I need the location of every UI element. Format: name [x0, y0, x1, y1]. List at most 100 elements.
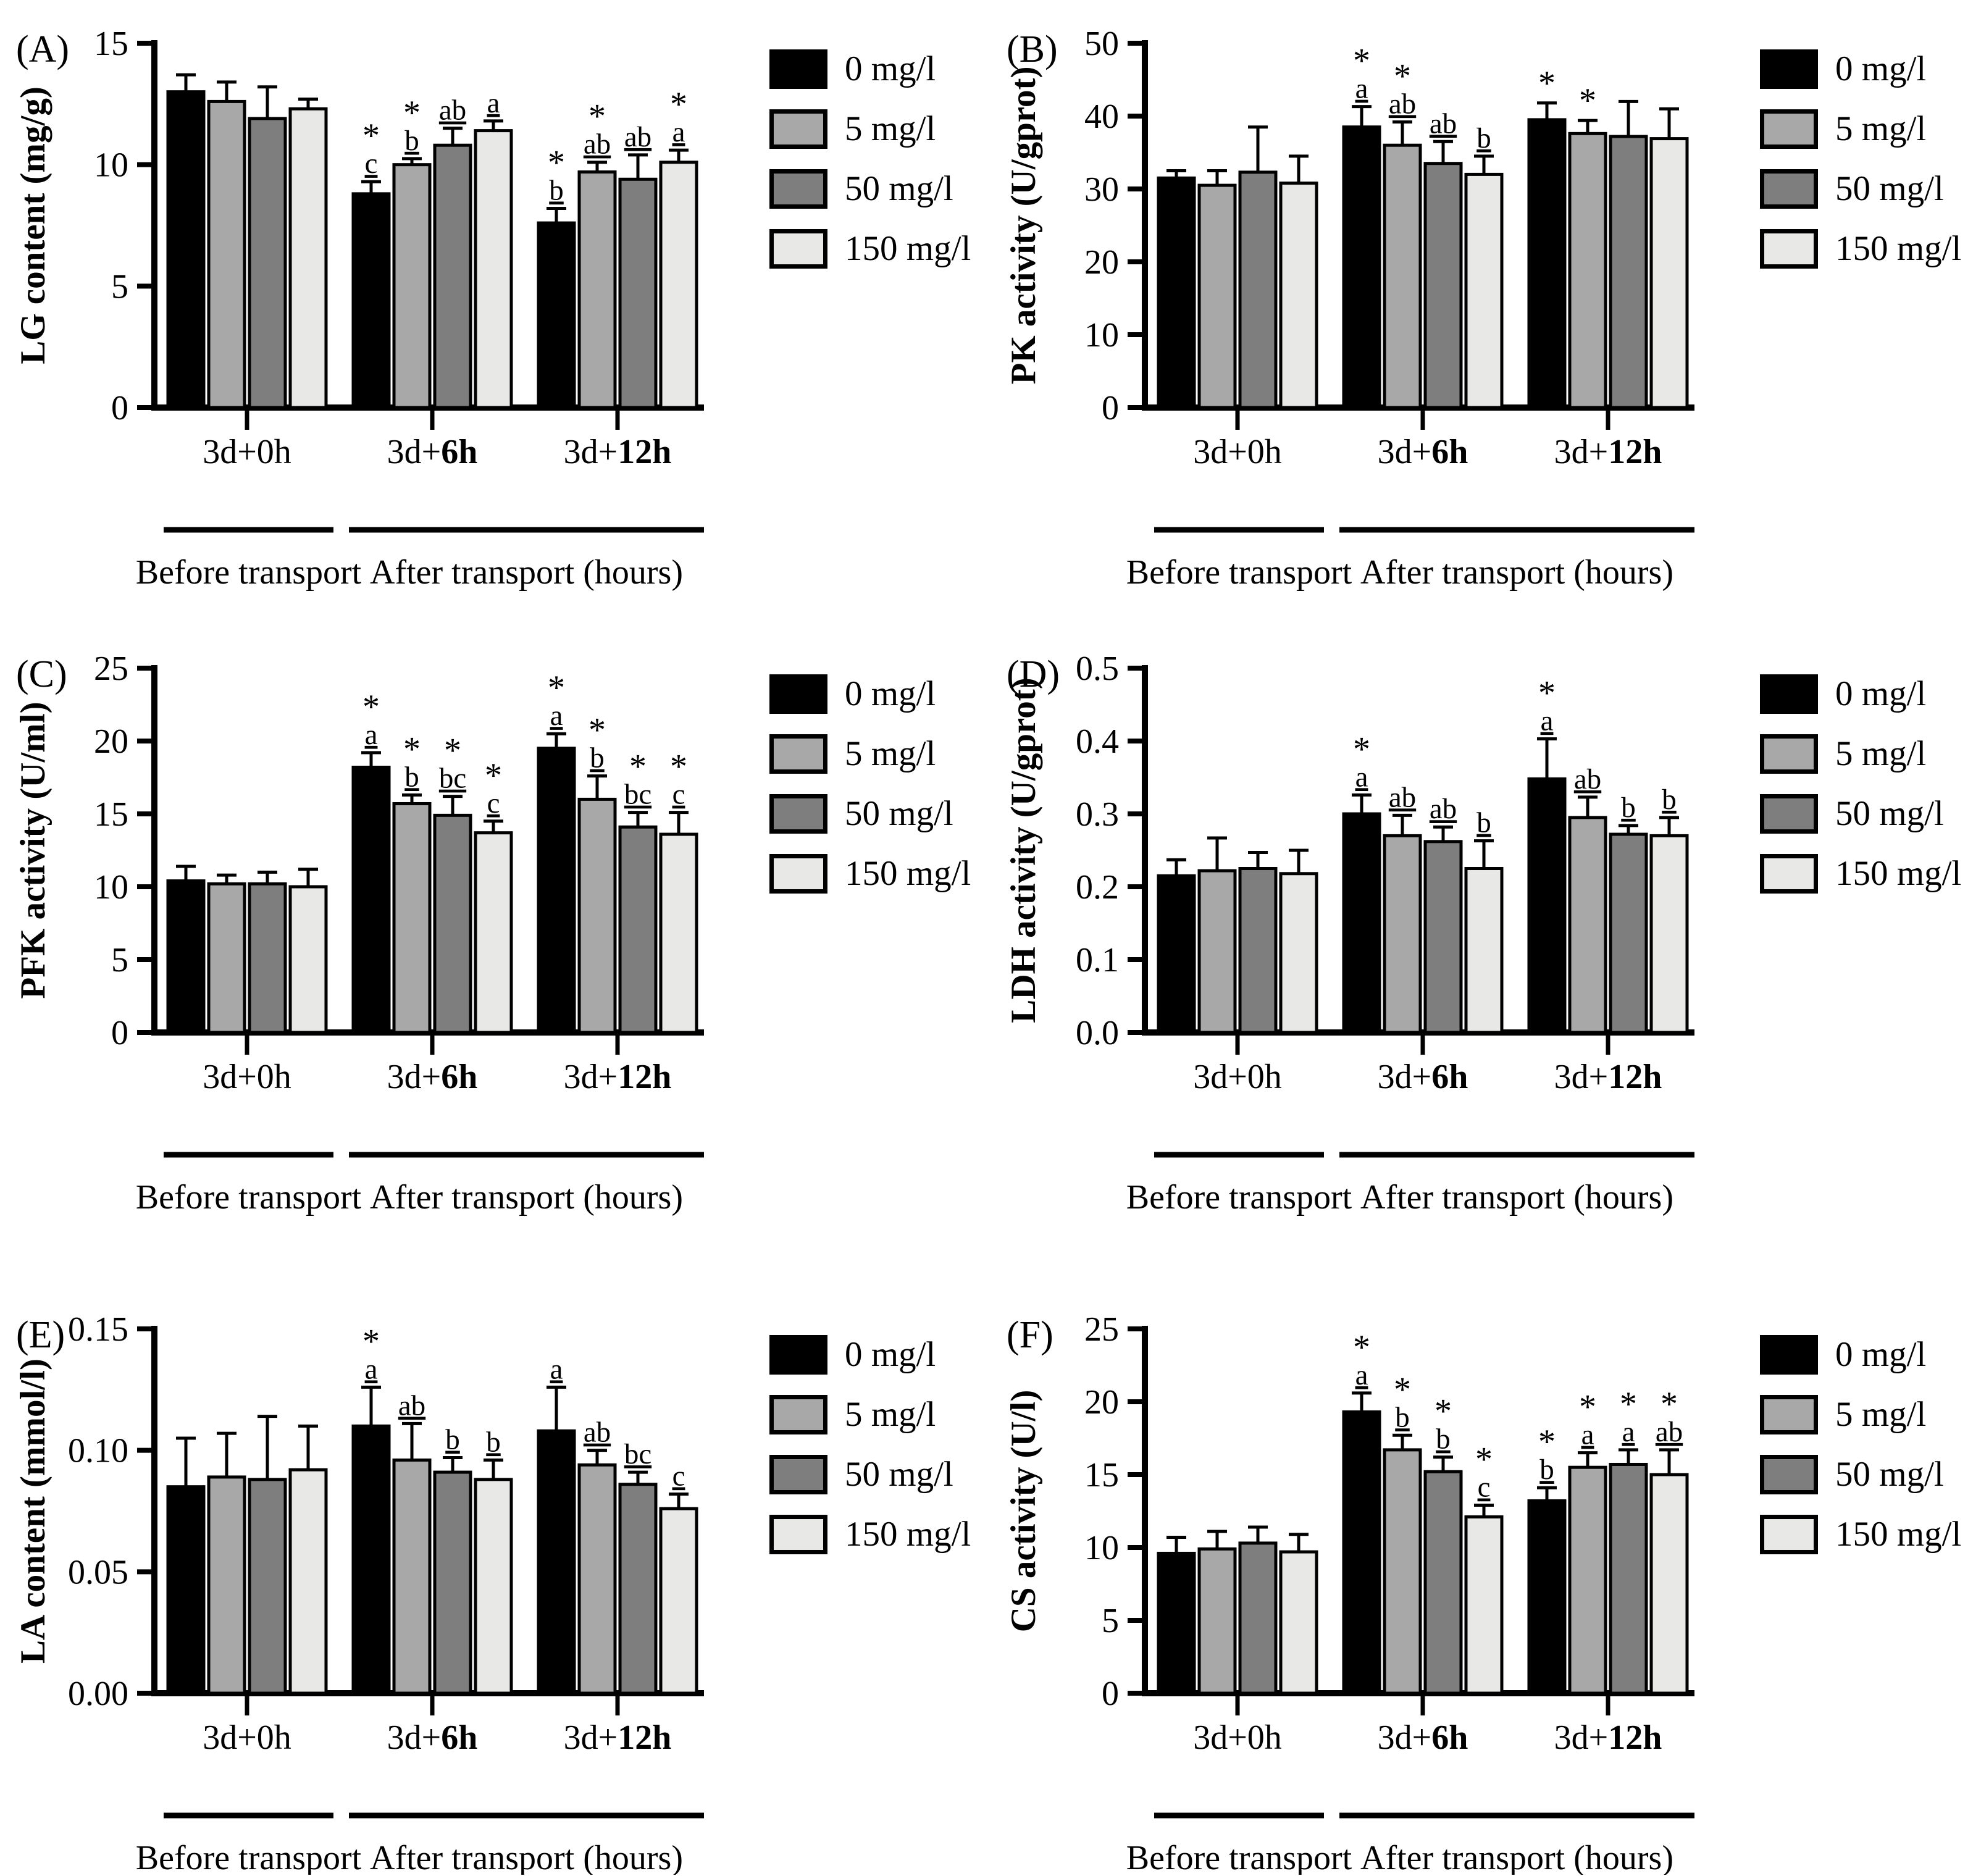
panel-a: 0 5 10 15 LG content (mg/g) (A) 3d+0h 3d+6h c * b *… [0, 0, 990, 625]
y-tick-label: 5 [1102, 1602, 1119, 1640]
bar [1464, 172, 1504, 409]
significance-letter: c [672, 779, 685, 811]
bar [659, 1507, 698, 1695]
bar [1197, 1547, 1237, 1695]
significance-star: * [1353, 42, 1370, 80]
significance-letter: ab [439, 94, 466, 127]
significance-star: * [362, 1322, 380, 1360]
bar [166, 1485, 206, 1695]
y-tick-label: 0.2 [1076, 868, 1119, 907]
x-tick-label: 3d+12h [564, 1719, 672, 1757]
significance-star: * [403, 730, 421, 768]
panel-c: 0 5 10 15 20 25 PFK activity (U/ml) (C) 3d+0h 3d+… [0, 625, 990, 1250]
legend-item: 0 mg/l [769, 1335, 971, 1375]
legend-swatch-150mg-icon [769, 854, 827, 894]
bar [1568, 132, 1607, 409]
legend-swatch-5mg-icon [769, 734, 827, 774]
legend-item: 50 mg/l [1760, 1455, 1961, 1494]
bar [1342, 125, 1381, 409]
legend: 0 mg/l 5 mg/l 50 mg/l 150 mg/l [710, 1286, 971, 1875]
significance-letter: ab [398, 1389, 425, 1422]
legend-item: 5 mg/l [769, 734, 971, 774]
legend-label: 5 mg/l [845, 109, 936, 148]
bar [1342, 1410, 1381, 1695]
y-tick-label: 15 [94, 795, 128, 834]
legend-label: 5 mg/l [1835, 109, 1927, 148]
bracket-label: Before transport [1126, 1839, 1352, 1875]
bar [392, 802, 432, 1034]
legend-swatch-150mg-icon [1760, 229, 1818, 269]
bar [288, 1468, 328, 1695]
chart-pk-activity: 0 10 20 30 40 50 PK activity (U/gprot)(B) 3d+0h… [1004, 25, 1694, 592]
bar [1383, 143, 1422, 409]
legend-item: 0 mg/l [769, 674, 971, 714]
legend-label: 5 mg/l [1835, 1395, 1927, 1434]
x-tick-label: 3d+12h [564, 1058, 672, 1096]
legend-swatch-0mg-icon [769, 1335, 827, 1375]
significance-letter: ab [1574, 763, 1601, 795]
panel-d: 0.0 0.1 0.2 0.3 0.4 0.5 LDH activity (U/gprot)… [990, 625, 1981, 1250]
legend-label: 0 mg/l [845, 1335, 936, 1374]
bar [1197, 869, 1237, 1034]
legend-swatch-0mg-icon [1760, 674, 1818, 714]
panel-letter: (F) [1007, 1314, 1053, 1356]
bar [1423, 162, 1463, 409]
legend: 0 mg/l 5 mg/l 50 mg/l 150 mg/l [1701, 0, 1961, 625]
y-tick-label: 10 [1084, 1529, 1119, 1567]
x-tick-label: 3d+0h [1193, 433, 1282, 471]
significance-letter: b [1662, 784, 1677, 816]
significance-star: * [403, 94, 421, 132]
bar [288, 107, 328, 409]
panel-f: 0 5 10 15 20 25 CS activity (U/l) (F) 3d+0h 3d+6h… [990, 1250, 1981, 1875]
significance-star: * [1620, 1385, 1637, 1423]
bar [1527, 118, 1567, 409]
bar [577, 170, 617, 409]
y-tick-label: 30 [1084, 170, 1119, 209]
bar [1609, 832, 1648, 1034]
panel-letter: (C) [16, 653, 67, 695]
significance-letter: ab [1430, 107, 1457, 140]
legend-label: 0 mg/l [845, 674, 936, 713]
bar [248, 117, 287, 409]
y-tick-label: 50 [1084, 25, 1119, 63]
legend-label: 50 mg/l [845, 169, 953, 208]
y-tick-label: 0.5 [1076, 650, 1119, 688]
x-tick-label: 3d+12h [564, 433, 672, 471]
legend-swatch-50mg-icon [1760, 1455, 1818, 1494]
legend-item: 150 mg/l [769, 229, 971, 269]
significance-star: * [670, 748, 687, 786]
significance-letter: a [1622, 1416, 1635, 1448]
significance-letter: b [486, 1426, 501, 1458]
significance-letter: b [1436, 1423, 1451, 1455]
bracket-label: Before transport [1126, 553, 1352, 592]
x-tick-label: 3d+0h [203, 433, 291, 471]
bar [392, 1458, 432, 1695]
legend-item: 0 mg/l [769, 49, 971, 89]
bar [1609, 135, 1648, 409]
significance-letter: a [365, 719, 378, 751]
bracket-label: Before transport [136, 1839, 362, 1875]
panel-letter: (A) [16, 28, 69, 70]
legend-label: 50 mg/l [845, 1455, 953, 1494]
legend-label: 150 mg/l [1835, 854, 1962, 893]
significance-letter: c [487, 787, 500, 819]
significance-letter: b [1621, 792, 1636, 824]
y-tick-label: 20 [1084, 243, 1119, 282]
legend-item: 0 mg/l [1760, 1335, 1961, 1375]
x-tick-label: 3d+0h [203, 1719, 291, 1757]
y-tick-label: 5 [111, 267, 128, 306]
bar [1197, 183, 1237, 409]
bar [351, 765, 391, 1034]
bar [618, 1483, 658, 1695]
y-tick-label: 5 [111, 941, 128, 979]
bar [1157, 1551, 1196, 1695]
y-axis-title: LA content (mmol/l) [14, 1359, 52, 1664]
bar [1342, 812, 1381, 1034]
chart-pfk-activity: 0 5 10 15 20 25 PFK activity (U/ml) (C) 3d+0h 3d+… [14, 650, 704, 1216]
y-tick-label: 0.3 [1076, 795, 1119, 834]
bar [207, 882, 246, 1034]
significance-letter: b [549, 174, 564, 206]
significance-star: * [1394, 1370, 1411, 1409]
bracket-label: Before transport [1126, 1178, 1352, 1216]
